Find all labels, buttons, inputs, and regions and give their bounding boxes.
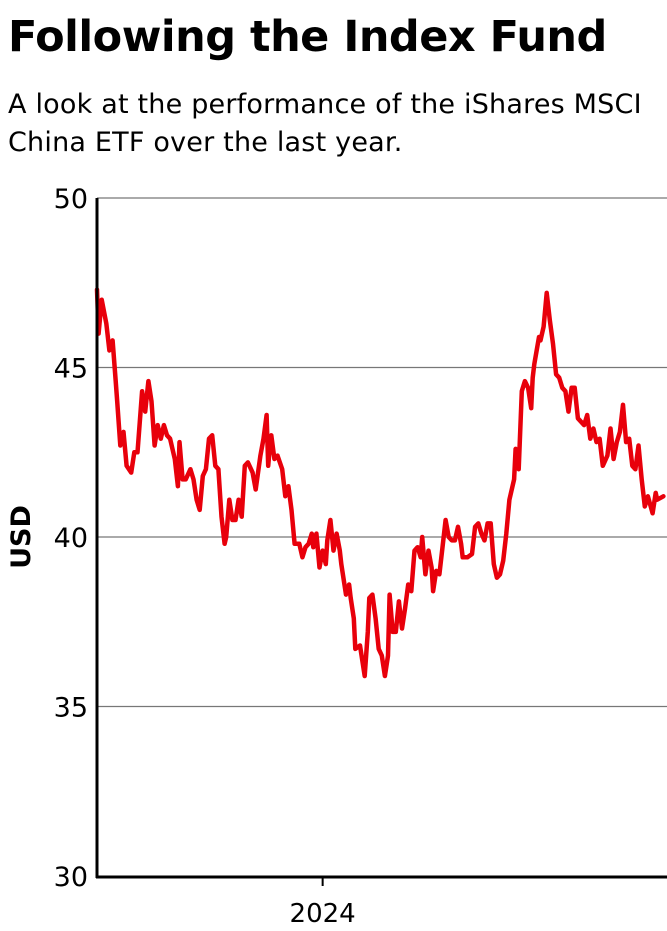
y-axis-ticks: 30 35 40 45 50 <box>54 184 88 893</box>
x-axis-ticks: 2024 <box>290 876 356 929</box>
gridlines <box>97 197 667 708</box>
chart-subtitle: A look at the performance of the iShares… <box>8 89 642 158</box>
y-tick-label: 35 <box>54 693 88 724</box>
y-axis-label: USD <box>6 505 37 569</box>
y-tick-label: 40 <box>54 523 88 554</box>
y-tick-label: 50 <box>54 184 88 215</box>
x-tick-label: 2024 <box>290 899 356 929</box>
series-line <box>94 287 666 679</box>
y-tick-label: 30 <box>54 862 88 893</box>
y-tick-label: 45 <box>54 354 88 385</box>
chart-title: Following the Index Fund <box>8 12 607 62</box>
